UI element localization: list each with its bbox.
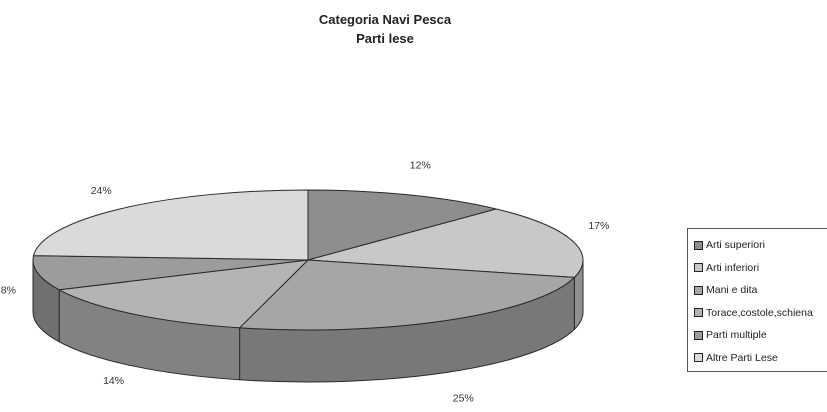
legend-label: Arti inferiori — [706, 261, 760, 274]
pie-slice-4 — [58, 259, 309, 329]
legend-swatch — [694, 353, 703, 363]
legend-label: Arti superiori — [706, 239, 765, 252]
legend-item: Altre Parti Lese — [694, 347, 827, 370]
legend-label: Parti multiple — [706, 329, 767, 342]
legend-swatch — [694, 240, 703, 250]
chart-title: Categoria Navi Pesca — [318, 12, 452, 27]
pie-slice-6 — [33, 189, 309, 261]
pie-side-walls — [32, 259, 584, 383]
legend-swatch — [694, 263, 703, 273]
legend-swatch — [694, 285, 703, 295]
slice-label-3: 25% — [453, 392, 474, 404]
legend-item: Parti multiple — [694, 324, 827, 347]
slice-label-4: 14% — [103, 375, 124, 387]
legend-swatch — [694, 330, 703, 340]
legend-item: Torace,costole,schiena — [694, 302, 827, 325]
slice-label-6: 24% — [91, 185, 112, 197]
chart-title-block: Categoria Navi Pesca Parti lese — [0, 10, 770, 48]
legend-item: Mani e dita — [694, 279, 827, 302]
chart-subtitle: Parti lese — [356, 31, 414, 46]
slice-label-5: 8% — [1, 285, 16, 297]
legend-swatch — [694, 308, 703, 318]
legend-label: Mani e dita — [706, 284, 758, 297]
chart-legend: Arti superiori Arti inferiori Mani e dita T… — [687, 228, 827, 372]
slice-label-1: 12% — [410, 160, 431, 172]
pie-slice-2 — [307, 208, 584, 278]
pie-slice-3 — [239, 259, 575, 331]
slice-label-2: 17% — [588, 220, 609, 232]
legend-label: Altre Parti Lese — [706, 351, 778, 364]
legend-item: Arti inferiori — [694, 257, 827, 280]
legend-item: Arti superiori — [694, 234, 827, 257]
pie-slice-1 — [307, 189, 497, 261]
pie-slice-5 — [32, 255, 309, 291]
legend-label: Torace,costole,schiena — [706, 306, 813, 319]
